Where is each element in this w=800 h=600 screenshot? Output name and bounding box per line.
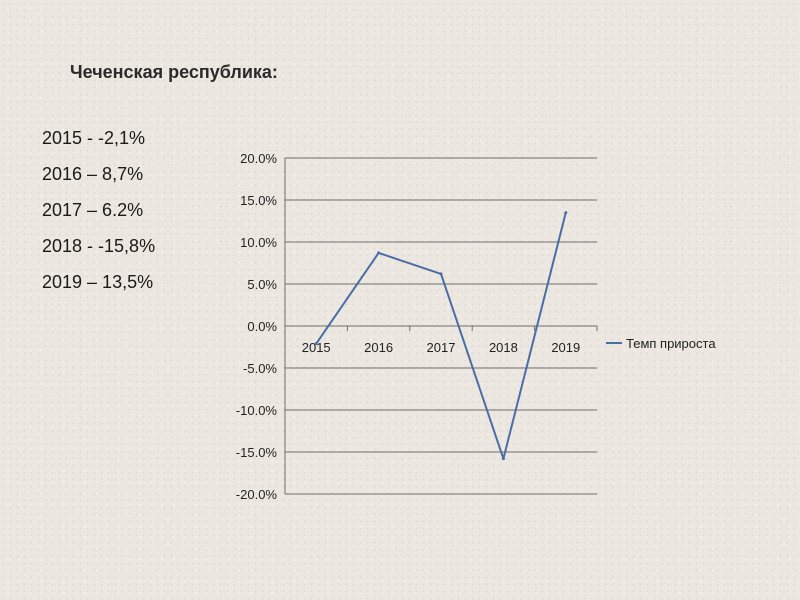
gridlines xyxy=(284,157,598,495)
slide-title: Чеченская республика: xyxy=(70,62,278,82)
legend: Темп прироста xyxy=(606,336,716,351)
y-tick-label: 15.0% xyxy=(240,193,277,208)
data-point xyxy=(314,342,318,346)
y-tick-label: -15.0% xyxy=(236,445,278,460)
legend-label: Темп прироста xyxy=(626,336,716,351)
data-line-2017: 2017 – 6.2% xyxy=(42,200,144,220)
y-tick-label: -10.0% xyxy=(236,403,278,418)
y-tick-labels: 20.0% 15.0% 10.0% 5.0% 0.0% -5.0% -10.0% -15.0%… xyxy=(236,151,278,502)
x-tick-label: 2019 xyxy=(551,340,580,355)
data-line-2015: 2015 - -2,1% xyxy=(42,128,146,148)
data-point xyxy=(564,211,568,215)
y-tick-label: -5.0% xyxy=(243,361,277,376)
x-tick-label: 2015 xyxy=(302,340,331,355)
y-tick-label: 20.0% xyxy=(240,151,277,166)
y-tick-label: 10.0% xyxy=(240,235,277,250)
data-line-2016: 2016 – 8,7% xyxy=(42,164,144,184)
data-point xyxy=(501,457,505,461)
x-tick-label: 2016 xyxy=(364,340,393,355)
x-tick-label: 2017 xyxy=(427,340,456,355)
x-tick-label: 2018 xyxy=(489,340,518,355)
series-line-0 xyxy=(315,212,567,460)
y-tick-label: 5.0% xyxy=(247,277,277,292)
data-point xyxy=(439,272,443,276)
data-line-2018: 2018 - -15,8% xyxy=(42,236,156,256)
x-tick-labels: 2015 2016 2017 2018 2019 xyxy=(302,340,581,355)
y-tick-label: 0.0% xyxy=(247,319,277,334)
y-tick-label: -20.0% xyxy=(236,487,278,502)
series-lines xyxy=(314,211,568,461)
data-line-2019: 2019 – 13,5% xyxy=(42,272,154,292)
data-list: 2015 - -2,1% 2016 – 8,7% 2017 – 6.2% 201… xyxy=(42,126,155,306)
data-point xyxy=(377,251,381,255)
